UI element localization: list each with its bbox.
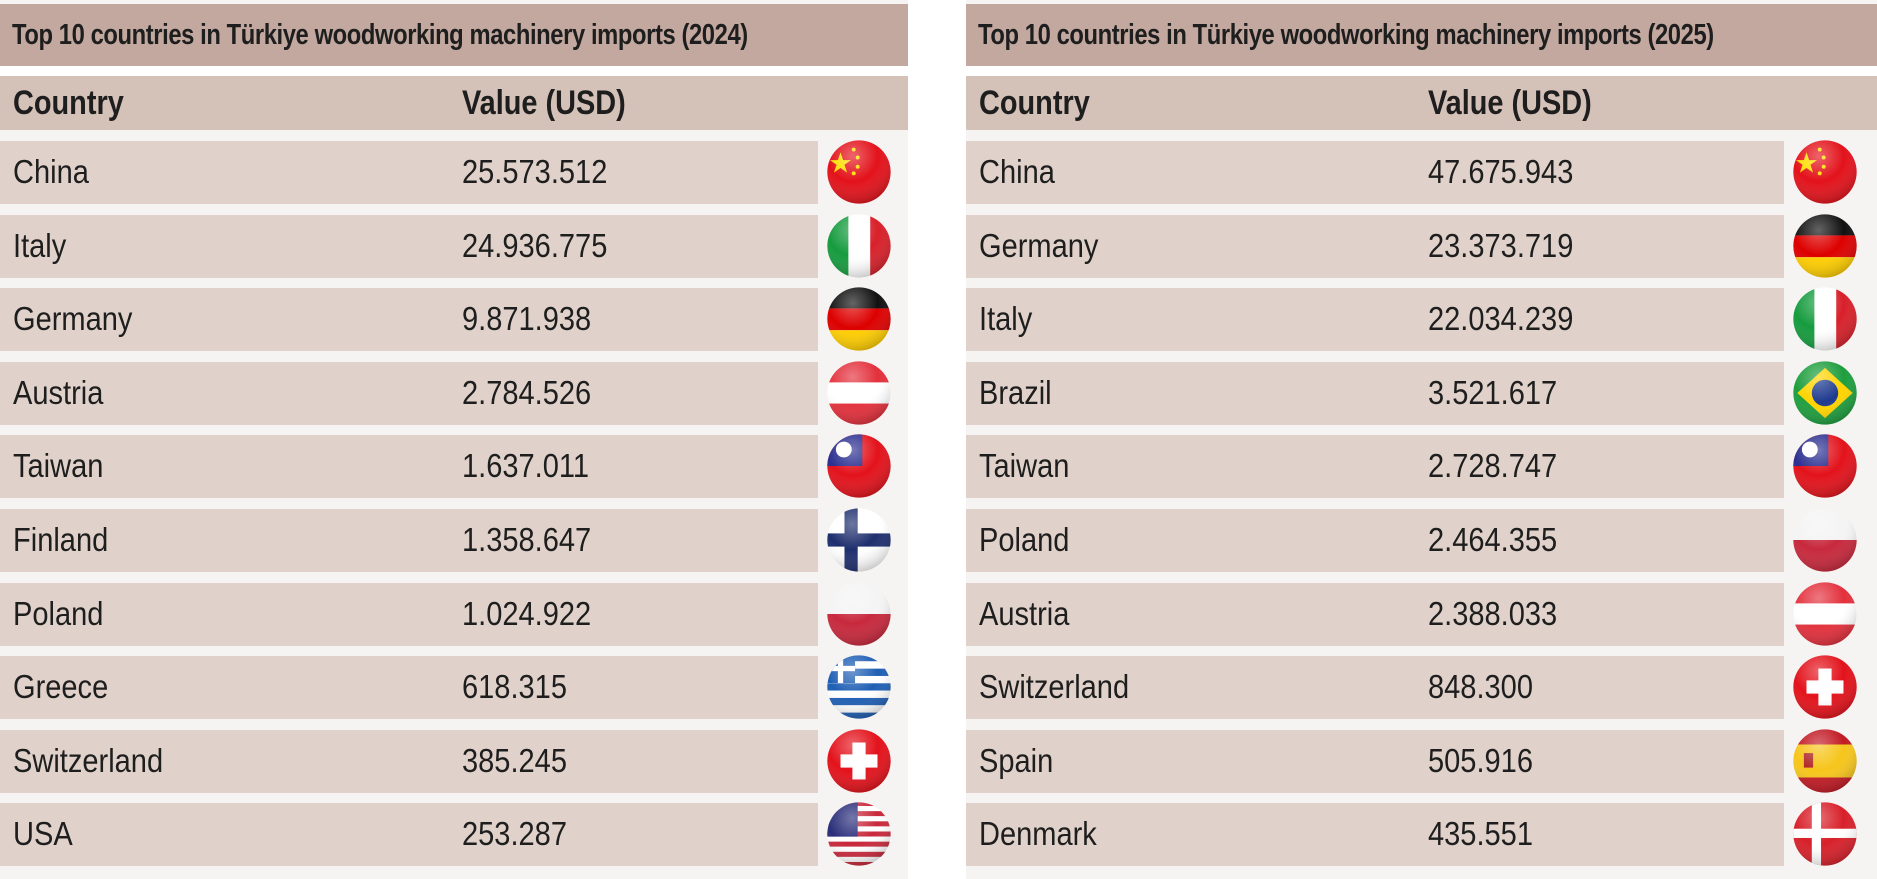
header-value: Value (USD) bbox=[1428, 84, 1592, 122]
table-row: USA 253.287 bbox=[0, 803, 818, 867]
austria-flag-icon bbox=[826, 360, 892, 426]
table-row: Switzerland 385.245 bbox=[0, 729, 818, 793]
country-name: Italy bbox=[13, 226, 67, 264]
header-value: Value (USD) bbox=[462, 84, 626, 122]
switzerland-flag-icon bbox=[826, 728, 892, 794]
table-title: Top 10 countries in Türkiye woodworking … bbox=[0, 4, 908, 66]
divider bbox=[966, 66, 1877, 76]
table-row: Italy 22.034.239 bbox=[966, 288, 1784, 352]
country-name: Taiwan bbox=[13, 447, 104, 485]
table-row: Austria 2.784.526 bbox=[0, 361, 818, 425]
country-name: Switzerland bbox=[979, 668, 1130, 706]
import-value: 435.551 bbox=[1428, 815, 1533, 853]
table-row: Brazil 3.521.617 bbox=[966, 361, 1784, 425]
country-name: Switzerland bbox=[13, 741, 164, 779]
table-row: Germany 9.871.938 bbox=[0, 288, 818, 352]
germany-flag-icon bbox=[826, 286, 892, 352]
divider bbox=[0, 66, 908, 76]
table-header: Country Value (USD) bbox=[0, 76, 908, 130]
china-flag-icon bbox=[1792, 139, 1858, 205]
italy-flag-icon bbox=[1792, 286, 1858, 352]
import-value: 9.871.938 bbox=[462, 300, 592, 338]
table-row: Finland 1.358.647 bbox=[0, 509, 818, 572]
country-name: USA bbox=[13, 815, 73, 853]
denmark-flag-icon bbox=[1792, 801, 1858, 867]
header-country: Country bbox=[979, 84, 1090, 122]
country-name: Denmark bbox=[979, 815, 1097, 853]
country-name: Poland bbox=[979, 521, 1070, 558]
country-name: Brazil bbox=[979, 373, 1052, 411]
taiwan-flag-icon bbox=[826, 433, 892, 499]
import-value: 22.034.239 bbox=[1428, 300, 1574, 338]
import-value: 1.637.011 bbox=[462, 447, 590, 485]
greece-flag-icon bbox=[826, 654, 892, 720]
table-row: Poland 2.464.355 bbox=[966, 509, 1784, 572]
import-value: 505.916 bbox=[1428, 741, 1533, 779]
import-value: 23.373.719 bbox=[1428, 226, 1574, 264]
table-row: Austria 2.388.033 bbox=[966, 582, 1784, 646]
table-row: Denmark 435.551 bbox=[966, 803, 1784, 867]
country-name: Germany bbox=[979, 226, 1099, 264]
country-name: Finland bbox=[13, 521, 109, 558]
taiwan-flag-icon bbox=[1792, 433, 1858, 499]
import-value: 2.464.355 bbox=[1428, 521, 1558, 558]
country-name: Spain bbox=[979, 741, 1054, 779]
germany-flag-icon bbox=[1792, 213, 1858, 279]
country-name: Greece bbox=[13, 668, 109, 706]
country-name: China bbox=[979, 153, 1055, 190]
table-row: Greece 618.315 bbox=[0, 656, 818, 720]
import-value: 24.936.775 bbox=[462, 226, 608, 264]
usa-flag-icon bbox=[826, 801, 892, 867]
table-row: Spain 505.916 bbox=[966, 729, 1784, 793]
poland-flag-icon bbox=[1792, 507, 1858, 573]
country-name: Italy bbox=[979, 300, 1033, 338]
table-2025: Top 10 countries in Türkiye woodworking … bbox=[966, 0, 1877, 879]
table-header: Country Value (USD) bbox=[966, 76, 1877, 130]
table-row: Taiwan 2.728.747 bbox=[966, 435, 1784, 499]
import-value: 1.024.922 bbox=[462, 594, 592, 632]
table-2024: Top 10 countries in Türkiye woodworking … bbox=[0, 0, 908, 879]
import-value: 25.573.512 bbox=[462, 153, 608, 190]
country-name: Austria bbox=[13, 373, 104, 411]
country-name: Taiwan bbox=[979, 447, 1070, 485]
import-value: 3.521.617 bbox=[1428, 373, 1558, 411]
country-name: Germany bbox=[13, 300, 133, 338]
import-value: 2.728.747 bbox=[1428, 447, 1558, 485]
import-value: 253.287 bbox=[462, 815, 567, 853]
table-row: China 47.675.943 bbox=[966, 141, 1784, 204]
country-name: Austria bbox=[979, 594, 1070, 632]
poland-flag-icon bbox=[826, 581, 892, 647]
import-value: 2.784.526 bbox=[462, 373, 592, 411]
import-value: 618.315 bbox=[462, 668, 567, 706]
country-name: China bbox=[13, 153, 89, 190]
switzerland-flag-icon bbox=[1792, 654, 1858, 720]
table-row: Switzerland 848.300 bbox=[966, 656, 1784, 720]
china-flag-icon bbox=[826, 139, 892, 205]
table-row: Italy 24.936.775 bbox=[0, 214, 818, 278]
brazil-flag-icon bbox=[1792, 360, 1858, 426]
austria-flag-icon bbox=[1792, 581, 1858, 647]
import-value: 2.388.033 bbox=[1428, 594, 1558, 632]
import-value: 385.245 bbox=[462, 741, 567, 779]
italy-flag-icon bbox=[826, 213, 892, 279]
country-name: Poland bbox=[13, 594, 104, 632]
finland-flag-icon bbox=[826, 507, 892, 573]
import-value: 848.300 bbox=[1428, 668, 1533, 706]
import-value: 1.358.647 bbox=[462, 521, 592, 558]
table-row: China 25.573.512 bbox=[0, 141, 818, 204]
import-value: 47.675.943 bbox=[1428, 153, 1574, 190]
table-row: Poland 1.024.922 bbox=[0, 582, 818, 646]
header-country: Country bbox=[13, 84, 124, 122]
spain-flag-icon bbox=[1792, 728, 1858, 794]
table-title: Top 10 countries in Türkiye woodworking … bbox=[966, 4, 1877, 66]
table-row: Taiwan 1.637.011 bbox=[0, 435, 818, 499]
table-row: Germany 23.373.719 bbox=[966, 214, 1784, 278]
